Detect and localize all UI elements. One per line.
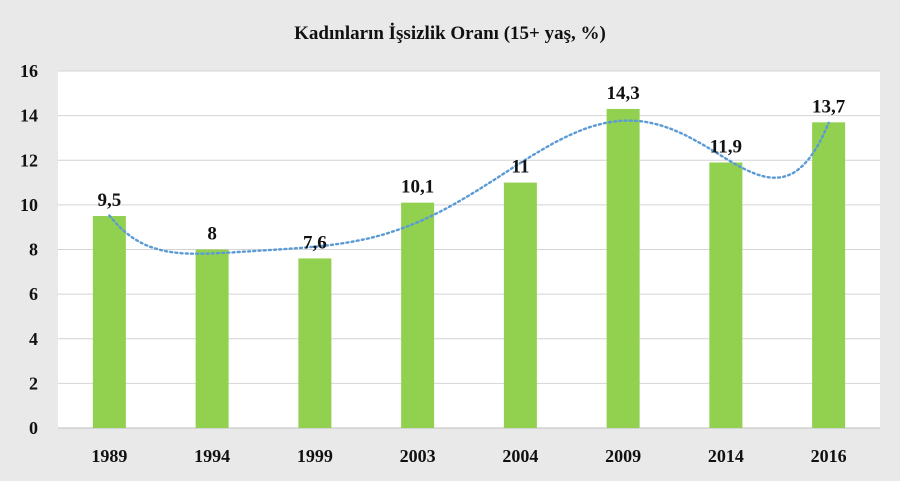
data-label: 14,3 xyxy=(607,83,640,104)
y-tick-label: 2 xyxy=(29,373,38,393)
y-tick-label: 6 xyxy=(29,284,38,304)
bar xyxy=(401,202,435,428)
trendline xyxy=(108,119,830,255)
x-tick-label: 2014 xyxy=(708,446,744,466)
x-tick-label: 1994 xyxy=(194,446,230,466)
y-tick-label: 14 xyxy=(20,106,38,126)
x-tick-label: 2003 xyxy=(400,446,436,466)
bar xyxy=(298,258,332,428)
data-labels: 9,5 8 7,6 10,1 11 14,3 11,9 13,7 xyxy=(98,83,846,253)
bars xyxy=(92,108,846,429)
bar xyxy=(195,249,229,428)
data-label: 7,6 xyxy=(303,232,327,253)
data-label: 11,9 xyxy=(710,136,742,157)
y-tick-label: 8 xyxy=(29,240,38,260)
data-label: 10,1 xyxy=(401,177,434,198)
bar xyxy=(503,182,537,428)
data-label: 8 xyxy=(207,224,217,245)
chart-title: Kadınların İşsizlik Oranı (15+ yaş, %) xyxy=(294,23,606,44)
y-tick-label: 16 xyxy=(20,61,38,81)
data-label: 11 xyxy=(511,157,529,178)
data-label: 13,7 xyxy=(812,96,846,117)
x-tick-label: 1999 xyxy=(297,446,333,466)
x-tick-label: 2004 xyxy=(502,446,538,466)
x-tick-label: 1989 xyxy=(91,446,127,466)
y-axis-ticks: 0 2 4 6 8 10 12 14 16 xyxy=(20,61,38,438)
y-tick-label: 10 xyxy=(20,195,38,215)
y-tick-label: 0 xyxy=(29,418,38,438)
y-tick-label: 4 xyxy=(29,329,38,349)
bar xyxy=(812,122,846,428)
x-axis-ticks: 1989 1994 1999 2003 2004 2009 2014 2016 xyxy=(91,446,846,466)
bar xyxy=(709,162,743,428)
data-label: 9,5 xyxy=(98,190,122,211)
bar xyxy=(92,216,126,428)
y-tick-label: 12 xyxy=(20,150,38,170)
bar xyxy=(606,108,640,429)
x-tick-label: 2009 xyxy=(605,446,641,466)
grid-lines xyxy=(58,70,880,429)
x-tick-label: 2016 xyxy=(811,446,847,466)
